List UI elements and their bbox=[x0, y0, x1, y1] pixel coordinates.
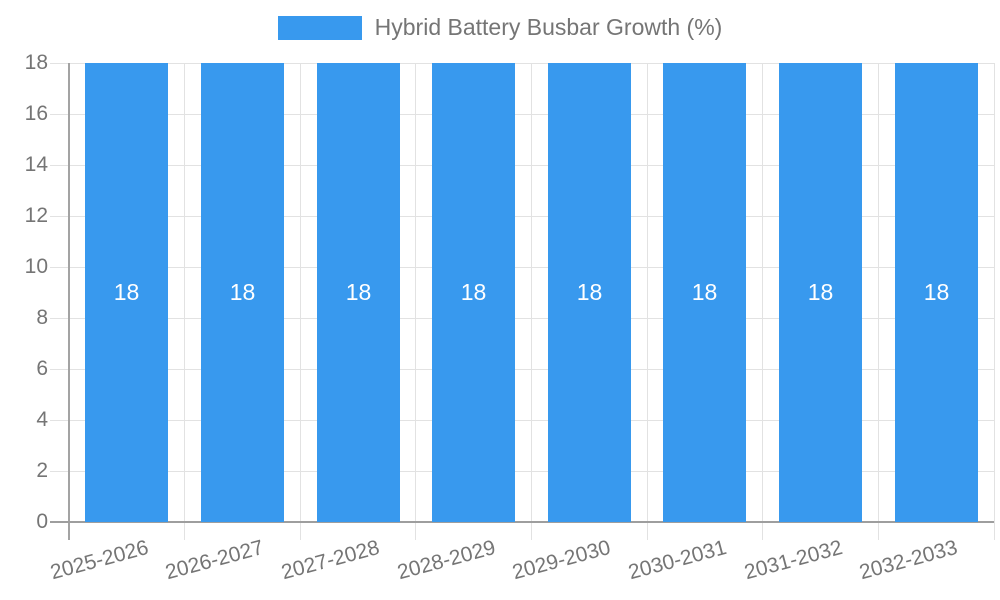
y-tick-label: 4 bbox=[36, 408, 48, 431]
bar-value-label: 18 bbox=[229, 279, 256, 305]
bar-value-label: 18 bbox=[345, 279, 372, 305]
y-gridline bbox=[50, 113, 994, 115]
y-gridline bbox=[50, 368, 994, 370]
y-axis-line bbox=[68, 63, 70, 540]
bar[interactable]: 18 bbox=[317, 63, 400, 522]
y-tick-label: 12 bbox=[24, 204, 48, 227]
x-gridline bbox=[993, 63, 995, 540]
y-gridline bbox=[50, 470, 994, 472]
bar[interactable]: 18 bbox=[548, 63, 631, 522]
y-tick-label: 6 bbox=[36, 357, 48, 380]
x-gridline bbox=[299, 63, 301, 540]
legend-swatch[interactable] bbox=[277, 15, 362, 40]
bar-value-label: 18 bbox=[691, 279, 718, 305]
plot-area: 0 2 4 6 8 10 12 14 16 18 18 2025-2026 18 2026-2027 18 2… bbox=[25, 51, 995, 584]
y-gridline bbox=[50, 317, 994, 319]
x-gridline bbox=[184, 63, 186, 540]
x-gridline bbox=[762, 63, 764, 540]
bar-value-label: 18 bbox=[460, 279, 487, 305]
chart-title: Hybrid Battery Busbar Growth (%) bbox=[374, 14, 723, 40]
x-gridline bbox=[531, 63, 532, 540]
y-gridline bbox=[50, 419, 994, 421]
bar-value-label: 18 bbox=[576, 279, 603, 305]
bar[interactable]: 18 bbox=[895, 63, 978, 522]
bar[interactable]: 18 bbox=[779, 63, 862, 522]
y-tick-label: 2 bbox=[36, 459, 48, 482]
y-tick-label: 10 bbox=[24, 255, 48, 278]
y-tick-label: 14 bbox=[24, 153, 48, 176]
bar-value-label: 18 bbox=[923, 279, 950, 305]
chart-legend[interactable]: Hybrid Battery Busbar Growth (%) bbox=[0, 14, 1000, 41]
bar[interactable]: 18 bbox=[85, 63, 168, 522]
y-tick-label: 16 bbox=[24, 102, 48, 125]
y-tick-label: 8 bbox=[36, 306, 48, 329]
x-axis-line bbox=[50, 521, 994, 523]
bar[interactable]: 18 bbox=[432, 63, 515, 522]
x-gridline bbox=[415, 63, 417, 540]
x-gridline bbox=[646, 63, 648, 540]
y-tick-label: 0 bbox=[36, 510, 48, 533]
bar[interactable]: 18 bbox=[201, 63, 284, 522]
y-tick-label: 18 bbox=[24, 51, 48, 74]
y-gridline bbox=[50, 215, 994, 217]
bar-value-label: 18 bbox=[113, 279, 140, 305]
y-gridline bbox=[50, 266, 994, 268]
y-gridline bbox=[50, 62, 994, 64]
y-gridline bbox=[50, 164, 994, 166]
x-gridline bbox=[877, 63, 879, 540]
bar[interactable]: 18 bbox=[663, 63, 746, 522]
bar-value-label: 18 bbox=[807, 279, 834, 305]
